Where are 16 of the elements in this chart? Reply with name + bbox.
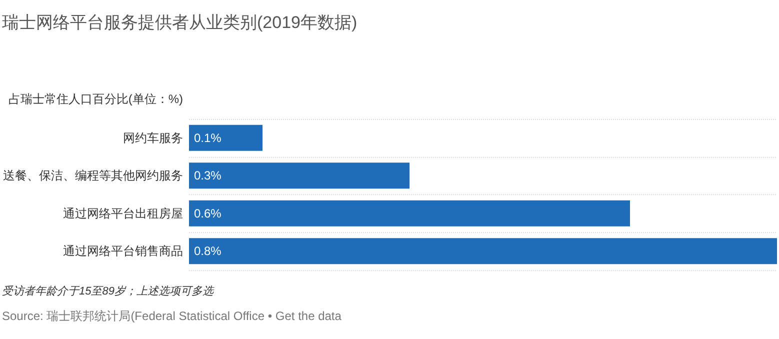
y-tick-label: 通过网络平台销售商品 [63, 244, 183, 258]
data-label: 0.8% [194, 244, 222, 258]
data-label: 0.3% [194, 168, 222, 183]
text: 受访者年龄介于15至89岁；上述选项可多选 [2, 284, 214, 298]
bar [189, 238, 777, 264]
chart-subtitle: 占瑞士常住人口百分比(单位：%) [8, 92, 183, 106]
data-label: 0.6% [194, 206, 222, 220]
bar [189, 200, 630, 226]
chart-title: 瑞士网络平台服务提供者从业类别(2019年数据) [2, 13, 358, 32]
data-label: 0.1% [194, 130, 222, 145]
bar [189, 162, 410, 189]
source-note: Source: 瑞士联邦统计局(Federal Statistical Office • Get the data [2, 309, 342, 323]
y-tick-label: 网约车服务 [123, 130, 183, 145]
y-tick-label: 送餐、保洁、编程等其他网约服务 [3, 168, 183, 183]
bar [189, 124, 262, 151]
y-tick-label: 通过网络平台出租房屋 [63, 206, 183, 220]
